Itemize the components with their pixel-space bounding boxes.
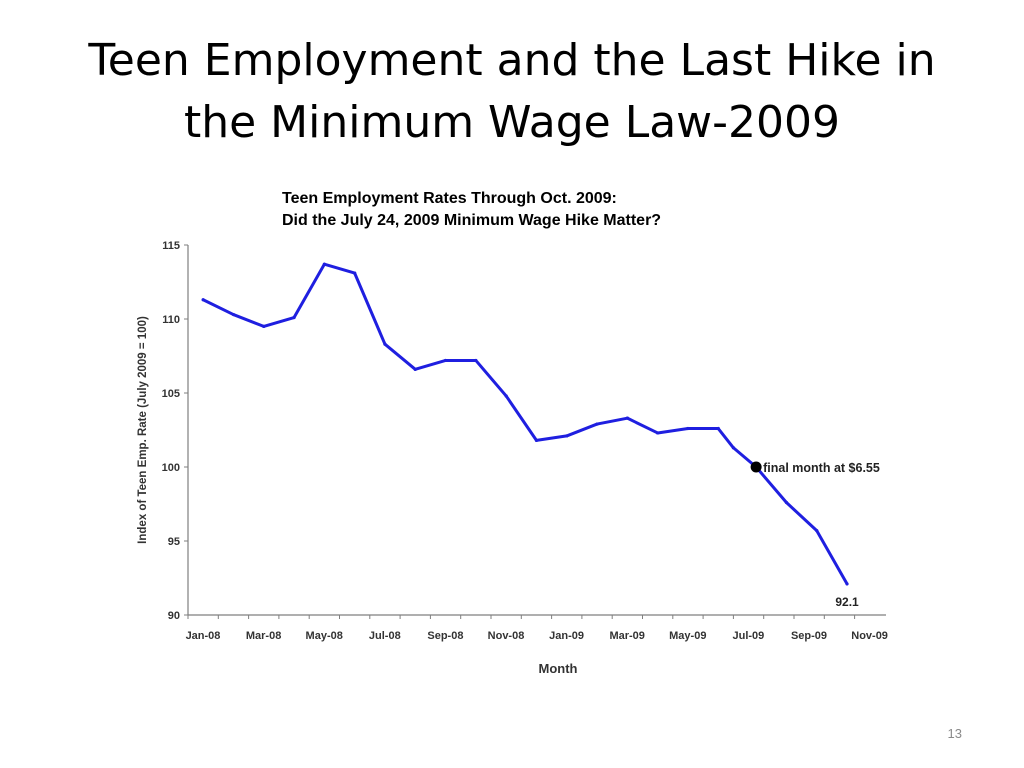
data-point xyxy=(565,434,569,438)
data-point xyxy=(413,367,417,371)
series-segment xyxy=(534,434,569,442)
slide-title-line-2: the Minimum Wage Law-2009 xyxy=(183,97,841,148)
series-segment xyxy=(504,394,538,442)
y-tick-label: 105 xyxy=(162,388,180,400)
series-segment xyxy=(322,262,357,275)
data-point xyxy=(815,529,819,533)
data-point xyxy=(504,394,508,398)
y-axis-ticks: 90 95 100 105 110 115 xyxy=(162,240,188,622)
y-tick-label: 90 xyxy=(168,610,180,622)
x-tick-label: May-08 xyxy=(306,630,343,642)
y-tick-label: 100 xyxy=(162,462,180,474)
x-tick-label: Sep-08 xyxy=(427,630,463,642)
series-layer: final month at $6.55 92.1 xyxy=(201,262,880,609)
data-point xyxy=(292,315,296,320)
data-point xyxy=(656,431,660,435)
chart-title-line-2: Did the July 24, 2009 Minimum Wage Hike … xyxy=(282,212,661,229)
data-point xyxy=(731,446,736,450)
y-axis-label: Index of Teen Emp. Rate (July 2009 = 100… xyxy=(137,316,149,544)
x-tick-label: Mar-09 xyxy=(609,630,644,642)
x-tick-label: Jan-09 xyxy=(549,630,584,642)
series-segment xyxy=(201,298,235,317)
x-tick-label: Mar-08 xyxy=(246,630,281,642)
data-point xyxy=(595,422,599,426)
series-segment xyxy=(815,529,849,586)
data-point xyxy=(322,262,326,266)
series-segment xyxy=(565,422,599,438)
series-segment xyxy=(716,427,735,450)
data-point xyxy=(201,298,205,302)
end-value-label: 92.1 xyxy=(835,595,859,609)
slide-title: Teen Employment and the Last Hike in the… xyxy=(40,30,984,154)
y-tick-label: 95 xyxy=(168,536,180,548)
series-segment xyxy=(353,271,387,346)
series-segment xyxy=(595,416,629,426)
y-tick-label: 110 xyxy=(162,314,180,326)
series-segment xyxy=(262,316,296,328)
data-point xyxy=(474,358,478,363)
series-segment xyxy=(625,416,660,435)
x-tick-label: Jan-08 xyxy=(186,630,221,642)
chart-title-line-1: Teen Employment Rates Through Oct. 2009: xyxy=(282,190,617,207)
series-segment xyxy=(754,465,788,505)
series-segment xyxy=(474,358,508,398)
data-point xyxy=(716,426,720,431)
series-segment xyxy=(292,262,326,320)
x-axis-label: Month xyxy=(539,661,578,676)
x-tick-label: May-09 xyxy=(669,630,706,642)
data-point xyxy=(625,416,629,420)
data-point xyxy=(534,438,539,442)
data-point xyxy=(845,582,849,586)
data-point xyxy=(383,342,387,346)
x-tick-label: Jul-08 xyxy=(369,630,401,642)
x-tick-label: Nov-09 xyxy=(851,630,888,642)
data-point xyxy=(353,271,357,275)
final-month-label: final month at $6.55 xyxy=(763,461,880,475)
data-point xyxy=(686,426,690,431)
data-point xyxy=(443,358,448,363)
axes xyxy=(187,245,886,616)
x-tick-label: Jul-09 xyxy=(733,630,765,642)
series-segment xyxy=(784,501,819,533)
x-tick-label: Sep-09 xyxy=(791,630,827,642)
x-tick-label: Nov-08 xyxy=(488,630,525,642)
series-segment xyxy=(413,358,448,371)
data-point xyxy=(262,324,266,328)
y-tick-label: 115 xyxy=(162,240,180,252)
data-point xyxy=(231,312,236,317)
series-segment xyxy=(231,313,266,328)
final-month-marker xyxy=(750,461,762,473)
slide-title-line-1: Teen Employment and the Last Hike in xyxy=(88,35,936,86)
series-segment xyxy=(656,427,690,435)
x-axis-ticks: Jan-08 Mar-08 May-08 Jul-08 Sep-08 Nov-08 Jan-… xyxy=(186,615,888,642)
slide-number: 13 xyxy=(947,726,962,741)
data-point xyxy=(784,500,789,505)
series-segment xyxy=(383,342,417,371)
